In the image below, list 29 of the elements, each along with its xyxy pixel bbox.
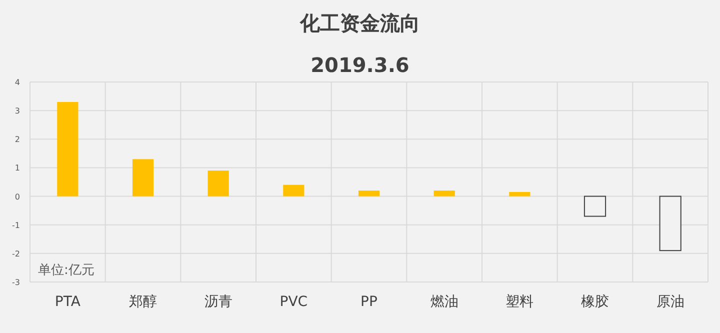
x-tick-label: 沥青 [204,294,232,310]
x-tick-label: 橡胶 [581,294,609,310]
y-tick-label: 3 [14,106,20,116]
y-tick-label: 4 [14,78,20,87]
x-tick-label: PVC [280,294,308,310]
chart-subtitle: 2019.3.6 [310,53,410,77]
bar [509,192,530,196]
x-tick-label: PTA [54,294,81,310]
x-tick-label: 原油 [656,294,684,310]
bar [358,190,380,196]
x-tick-label: PP [360,294,378,310]
annotation: 单位:亿元 [38,263,94,278]
chart-title: 化工资金流向 [299,11,420,35]
bar [57,102,78,196]
bar [584,196,606,217]
y-tick-label: 1 [14,164,20,173]
bar [659,196,682,252]
bar [434,190,455,196]
x-tick-label: 郑醇 [129,294,157,310]
y-tick-label: 0 [14,192,20,202]
y-tick-label: -3 [12,278,20,287]
y-tick-label: -1 [12,220,20,230]
bar [132,159,154,196]
y-tick-label: 2 [14,135,20,144]
x-tick-label: 燃油 [430,294,458,310]
x-tick-label: 塑料 [506,294,534,310]
bar [283,184,304,196]
y-tick-label: -2 [12,249,20,258]
bar [208,170,229,196]
